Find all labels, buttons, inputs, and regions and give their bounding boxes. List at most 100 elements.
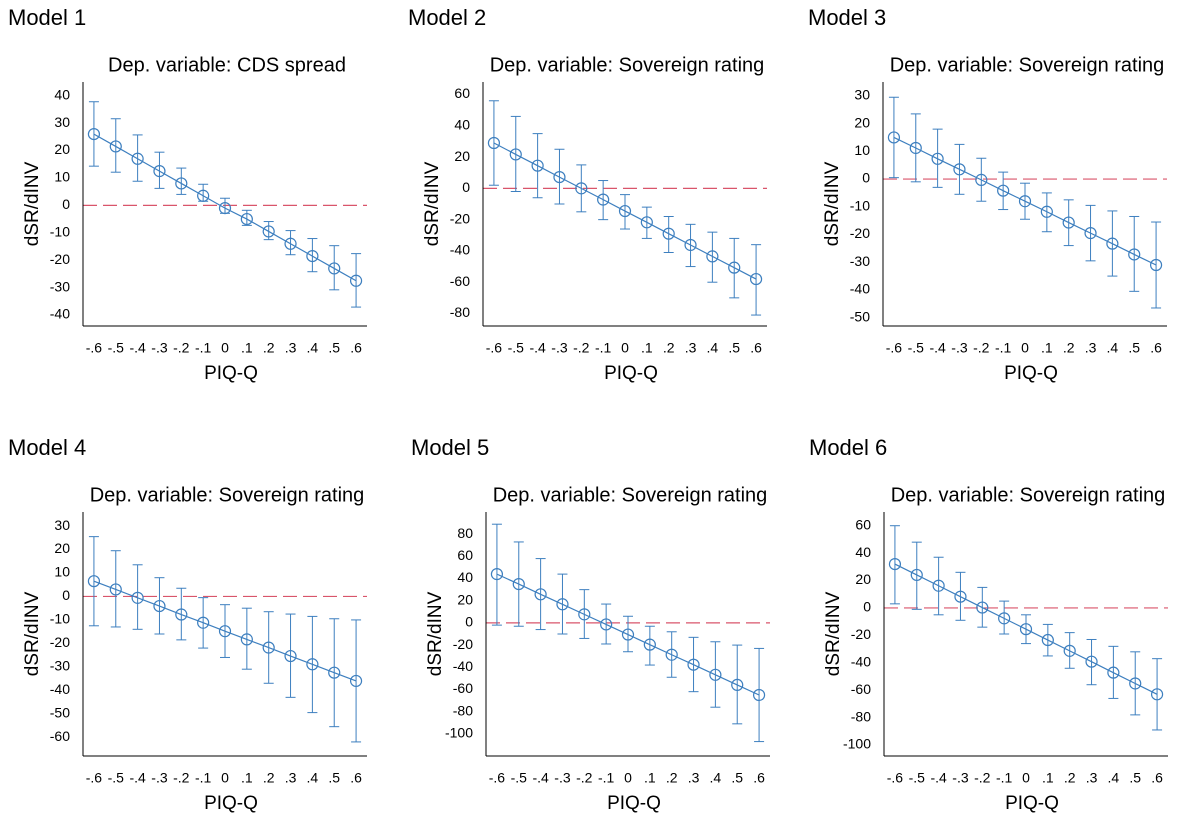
x-tick-label: 0: [621, 340, 629, 356]
marker: [976, 601, 989, 614]
marker: [534, 588, 547, 601]
x-tick-label: -.6: [86, 340, 103, 356]
x-tick-label: .2: [263, 770, 275, 786]
y-tick-label: -10: [50, 223, 70, 239]
x-tick-label: 0: [1021, 340, 1029, 356]
y-tick-label: -20: [450, 210, 470, 226]
x-tick-label: .1: [241, 770, 253, 786]
marker: [1063, 644, 1076, 657]
y-tick-label: 0: [862, 170, 870, 186]
marker: [87, 127, 101, 141]
y-axis-label: dSR/dINV: [22, 161, 43, 246]
x-tick-label: -.6: [486, 340, 503, 356]
marker: [888, 557, 902, 571]
marker: [997, 184, 1010, 197]
y-tick-label: 10: [854, 142, 870, 158]
line: [893, 136, 1157, 266]
x-tick-label: -.5: [908, 340, 925, 356]
panel-title: Model 3: [808, 5, 886, 30]
x-tick-label: .1: [241, 340, 253, 356]
y-tick-label: 10: [54, 169, 70, 185]
y-tick-label: 20: [854, 114, 870, 130]
x-tick-label: -.6: [887, 770, 904, 786]
marker: [887, 131, 901, 144]
x-axis-label: PIQ-Q: [204, 793, 258, 814]
line: [894, 563, 1158, 695]
y-tick-label: -80: [453, 702, 473, 718]
y-tick-label: 40: [54, 86, 70, 102]
y-tick-label: -30: [850, 253, 870, 269]
y-tick-label: 0: [863, 599, 871, 615]
line: [496, 573, 760, 696]
line: [493, 142, 757, 280]
marker: [954, 590, 967, 603]
marker: [953, 163, 966, 176]
marker: [153, 599, 166, 613]
y-tick-label: 40: [454, 116, 470, 132]
y-tick-label: -60: [851, 681, 871, 697]
x-tick-label: -.3: [151, 770, 168, 786]
x-tick-label: .1: [1041, 340, 1053, 356]
marker: [1040, 205, 1053, 218]
y-tick-label: -100: [445, 725, 473, 741]
x-tick-label: .5: [731, 770, 743, 786]
marker: [932, 579, 945, 592]
x-tick-label: -.4: [532, 770, 549, 786]
y-tick-label: 30: [54, 517, 70, 533]
marker: [175, 177, 188, 190]
y-tick-label: -10: [850, 197, 870, 213]
x-axis-label: PIQ-Q: [1005, 793, 1059, 814]
x-tick-label: .5: [728, 340, 740, 356]
x-tick-label: .1: [644, 770, 656, 786]
marker: [709, 668, 722, 681]
x-tick-label: 0: [221, 770, 229, 786]
marker: [218, 202, 232, 215]
y-tick-label: 60: [855, 516, 871, 532]
y-tick-label: 20: [54, 141, 70, 157]
marker: [684, 238, 697, 252]
x-tick-label: .5: [328, 770, 340, 786]
marker: [1106, 237, 1119, 250]
y-tick-label: -30: [50, 278, 70, 294]
y-tick-label: -60: [450, 273, 470, 289]
y-tick-label: 20: [855, 571, 871, 587]
x-tick-label: .3: [285, 770, 297, 786]
x-tick-label: .4: [307, 770, 319, 786]
y-tick-label: -20: [50, 251, 70, 267]
x-tick-label: -.3: [951, 340, 968, 356]
x-tick-label: .1: [1042, 770, 1054, 786]
x-tick-label: .5: [1128, 340, 1140, 356]
x-tick-label: .6: [750, 340, 762, 356]
y-tick-label: 20: [454, 148, 470, 164]
marker: [218, 625, 232, 638]
y-tick-label: 20: [54, 540, 70, 556]
x-tick-label: -.4: [929, 340, 946, 356]
y-tick-label: 0: [465, 614, 473, 630]
panel-title: Model 1: [8, 5, 86, 30]
marker: [284, 649, 297, 663]
marker: [109, 140, 122, 153]
marker: [575, 182, 588, 195]
x-tick-label: -.1: [595, 340, 612, 356]
x-tick-label: -.3: [551, 340, 568, 356]
x-tick-label: -.4: [930, 770, 947, 786]
x-tick-label: -.4: [129, 770, 146, 786]
x-tick-label: -.2: [576, 770, 593, 786]
y-tick-label: -40: [50, 681, 70, 697]
marker: [349, 274, 363, 287]
marker: [1149, 258, 1163, 272]
x-tick-label: .2: [663, 340, 675, 356]
x-tick-label: -.1: [995, 340, 1012, 356]
subtitle: Dep. variable: CDS spread: [108, 54, 346, 76]
y-tick-label: 40: [855, 544, 871, 560]
marker: [665, 648, 678, 661]
x-tick-label: .1: [641, 340, 653, 356]
marker: [998, 612, 1011, 625]
panel-title: Model 2: [408, 5, 486, 30]
x-tick-label: .6: [350, 340, 362, 356]
x-tick-label: -.5: [508, 340, 525, 356]
marker: [512, 577, 525, 591]
y-tick-label: -40: [851, 653, 871, 669]
y-tick-label: -40: [50, 306, 70, 322]
x-tick-label: .2: [1063, 340, 1075, 356]
